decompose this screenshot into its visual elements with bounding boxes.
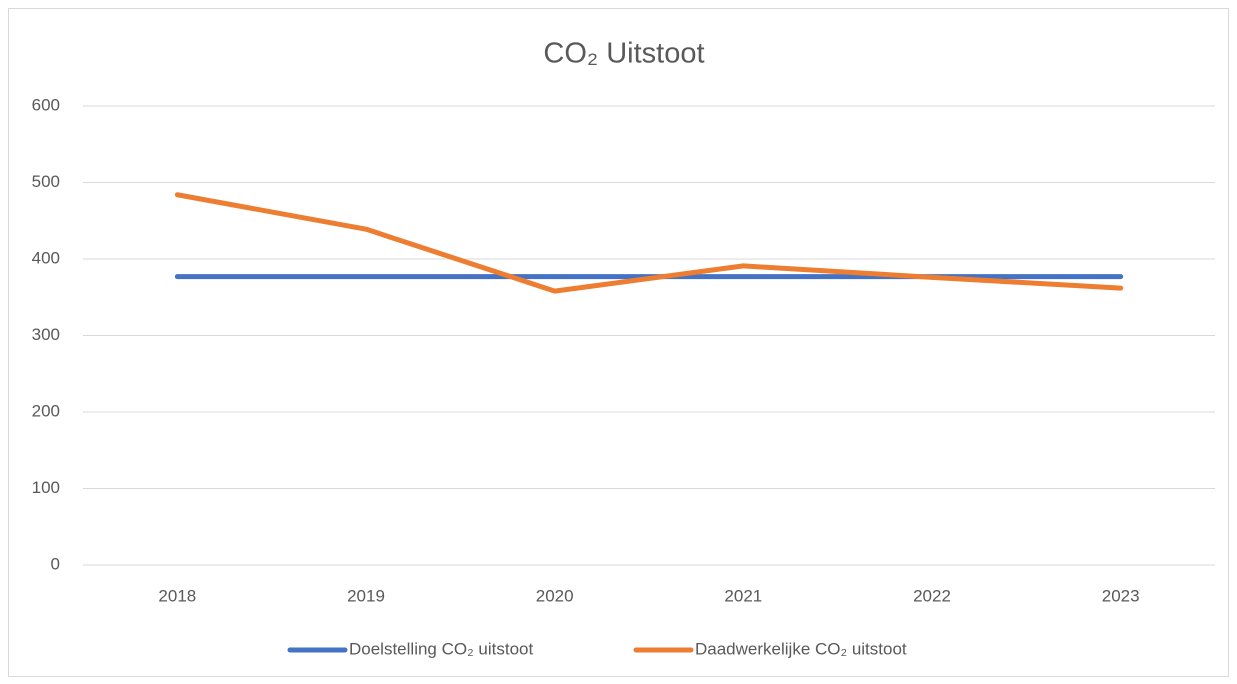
x-tick-label: 2020 xyxy=(536,586,574,605)
series-line xyxy=(174,192,1124,294)
x-tick-label: 2023 xyxy=(1102,586,1140,605)
x-tick-label: 2018 xyxy=(158,586,196,605)
y-tick-label: 500 xyxy=(32,172,60,191)
x-tick-label: 2021 xyxy=(724,586,762,605)
chart-title: CO₂ Uitstoot xyxy=(543,38,704,70)
chart-frame xyxy=(8,8,1229,677)
y-tick-label: 400 xyxy=(32,248,60,267)
y-tick-label: 200 xyxy=(32,401,60,420)
y-tick-label: 600 xyxy=(32,95,60,114)
y-tick-label: 100 xyxy=(32,478,60,497)
legend-label: Daadwerkelijke CO₂ uitstoot xyxy=(695,639,907,658)
y-tick-label: 0 xyxy=(51,554,60,573)
y-tick-label: 300 xyxy=(32,325,60,344)
legend-label: Doelstelling CO₂ uitstoot xyxy=(349,639,534,658)
x-tick-label: 2022 xyxy=(913,586,951,605)
x-tick-label: 2019 xyxy=(347,586,385,605)
